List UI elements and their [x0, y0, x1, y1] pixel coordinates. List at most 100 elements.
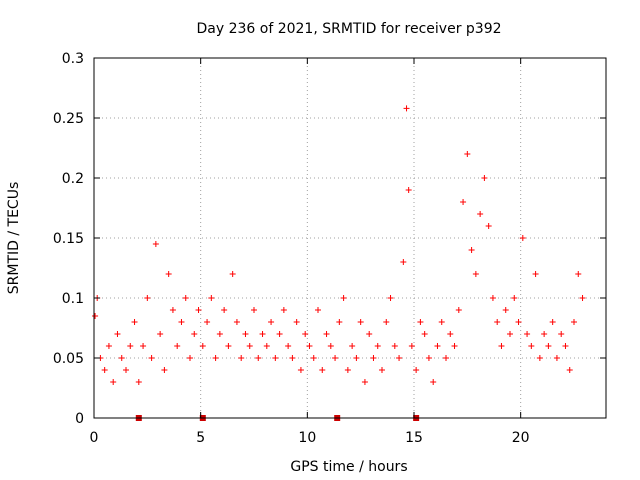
x-tick-label: 20 — [512, 430, 530, 446]
data-point — [528, 343, 535, 349]
data-point — [455, 307, 462, 313]
data-point — [361, 379, 368, 385]
data-point — [127, 343, 134, 349]
data-point — [135, 379, 142, 385]
data-point — [110, 379, 117, 385]
data-point — [204, 319, 211, 325]
data-point — [310, 355, 317, 361]
data-point — [327, 343, 334, 349]
y-tick-labels: 0 0.05 0.1 0.15 0.2 0.25 0.3 — [53, 51, 84, 427]
data-point — [169, 307, 176, 313]
data-point — [396, 355, 403, 361]
data-point — [494, 319, 501, 325]
data-point — [276, 331, 283, 337]
data-point — [319, 367, 326, 373]
data-point — [579, 295, 586, 301]
data-point — [370, 355, 377, 361]
data-point — [187, 355, 193, 361]
data-point — [263, 343, 270, 349]
data-point — [140, 343, 147, 349]
data-point — [195, 307, 202, 313]
data-point — [221, 307, 228, 313]
data-point — [536, 355, 543, 361]
data-point — [297, 367, 304, 373]
data-point — [383, 319, 390, 325]
data-point — [191, 331, 198, 337]
data-point — [374, 343, 381, 349]
x-tick-label: 10 — [298, 430, 316, 446]
data-point — [289, 355, 296, 361]
data-point — [152, 241, 159, 247]
data-point — [434, 343, 441, 349]
data-point — [549, 319, 556, 325]
data-point — [315, 307, 321, 313]
data-point — [165, 271, 172, 277]
data-point — [199, 343, 206, 349]
data-point — [349, 343, 356, 349]
data-point — [306, 343, 313, 349]
data-point — [323, 331, 330, 337]
data-point — [131, 319, 138, 325]
data-point — [405, 187, 412, 193]
data-point — [403, 105, 410, 112]
data-point — [255, 355, 262, 361]
x-axis-label: GPS time / hours — [290, 459, 407, 475]
data-point — [571, 319, 577, 325]
data-point — [353, 355, 360, 361]
data-point — [391, 343, 398, 349]
data-point — [430, 379, 437, 385]
data-point — [259, 331, 266, 337]
data-point — [336, 319, 343, 325]
data-point — [379, 367, 385, 373]
data-point — [178, 319, 185, 325]
data-point — [468, 247, 475, 253]
data-point — [541, 331, 548, 337]
data-point — [357, 319, 364, 325]
data-point — [366, 331, 373, 337]
data-point — [515, 319, 522, 325]
data-point — [562, 343, 569, 349]
data-point — [421, 331, 428, 337]
data-point — [489, 295, 496, 301]
data-point — [477, 211, 484, 217]
y-tick-label: 0.3 — [62, 51, 84, 67]
data-point — [251, 307, 257, 313]
data-point — [272, 355, 279, 361]
data-point — [387, 295, 394, 301]
data-point — [511, 295, 518, 301]
data-point — [532, 271, 539, 277]
data-point — [451, 343, 458, 349]
data-point — [447, 331, 454, 337]
data-point — [302, 331, 309, 337]
data-point — [268, 319, 275, 325]
y-tick-label: 0 — [75, 411, 84, 427]
x-tick-label: 15 — [405, 430, 423, 446]
axis-ticks — [93, 57, 606, 419]
data-point — [246, 343, 253, 349]
data-point — [413, 367, 420, 373]
data-point — [144, 295, 151, 301]
data-point — [229, 271, 236, 277]
y-axis-label: SRMTID / TECUs — [6, 182, 22, 295]
data-point — [344, 367, 351, 373]
data-point — [575, 271, 582, 277]
data-point — [174, 343, 181, 349]
data-point — [498, 343, 505, 349]
data-point — [519, 235, 526, 241]
data-point — [558, 331, 565, 337]
chart-title: Day 236 of 2021, SRMTID for receiver p39… — [196, 21, 501, 37]
data-point — [485, 223, 492, 229]
data-point — [233, 319, 240, 325]
data-point — [216, 331, 223, 337]
data-point — [101, 367, 108, 373]
data-point — [566, 367, 573, 373]
data-point — [123, 367, 129, 373]
y-tick-label: 0.1 — [62, 291, 84, 307]
data-point — [238, 355, 245, 361]
data-point — [148, 355, 155, 361]
data-point — [507, 331, 513, 337]
y-tick-label: 0.25 — [53, 111, 84, 127]
data-point — [438, 319, 445, 325]
data-point — [417, 319, 424, 325]
